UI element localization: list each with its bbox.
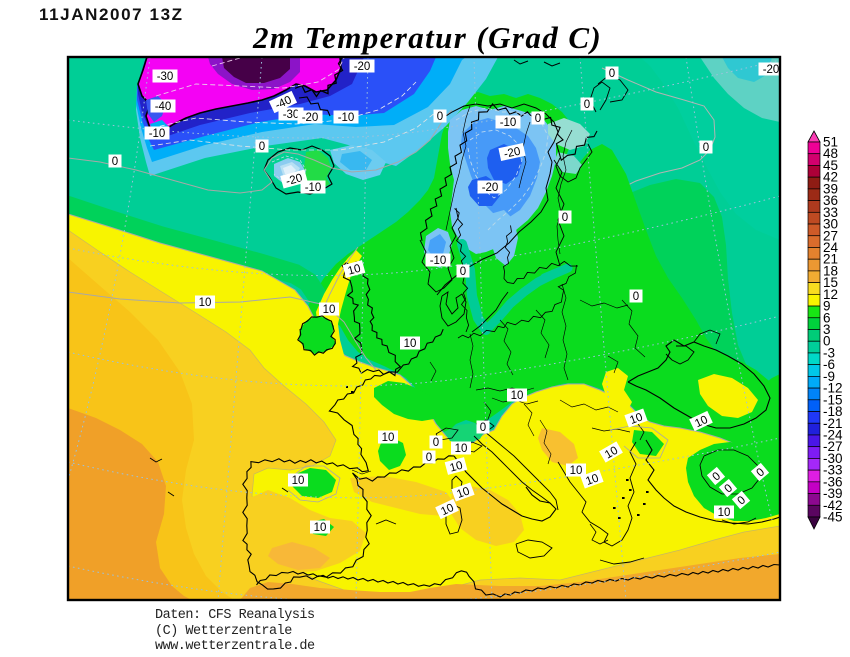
svg-text:-20: -20 <box>763 64 780 76</box>
svg-text:18: 18 <box>823 263 838 278</box>
svg-text:-33: -33 <box>823 463 843 478</box>
svg-text:0: 0 <box>480 422 486 434</box>
svg-text:-10: -10 <box>149 128 166 140</box>
svg-text:10: 10 <box>323 304 336 316</box>
svg-text:-9: -9 <box>823 369 835 384</box>
svg-text:10: 10 <box>382 432 395 444</box>
svg-text:-10: -10 <box>430 255 447 267</box>
svg-text:-20: -20 <box>354 61 371 73</box>
svg-text:-40: -40 <box>155 101 172 113</box>
svg-text:3: 3 <box>823 322 831 337</box>
svg-text:10: 10 <box>404 338 417 350</box>
svg-text:-6: -6 <box>823 357 835 372</box>
svg-text:0: 0 <box>433 437 439 449</box>
svg-text:-39: -39 <box>823 486 843 501</box>
svg-text:51: 51 <box>823 135 838 150</box>
svg-text:-30: -30 <box>283 109 300 121</box>
svg-text:0: 0 <box>460 266 466 278</box>
svg-text:-20: -20 <box>285 172 304 188</box>
svg-text:0: 0 <box>437 111 443 123</box>
svg-text:-20: -20 <box>302 112 319 124</box>
svg-text:27: 27 <box>823 228 838 243</box>
svg-text:0: 0 <box>535 113 541 125</box>
svg-text:42: 42 <box>823 170 838 185</box>
svg-text:0: 0 <box>259 141 265 153</box>
svg-text:-3: -3 <box>823 345 835 360</box>
svg-text:10: 10 <box>570 465 583 477</box>
svg-text:10: 10 <box>439 502 456 518</box>
svg-text:-30: -30 <box>157 71 174 83</box>
svg-text:10: 10 <box>603 445 620 462</box>
svg-text:0: 0 <box>584 99 590 111</box>
svg-text:-42: -42 <box>823 498 843 513</box>
svg-text:0: 0 <box>823 334 831 349</box>
svg-text:39: 39 <box>823 181 838 196</box>
svg-text:-15: -15 <box>823 392 843 407</box>
svg-text:10: 10 <box>584 472 600 488</box>
svg-text:-10: -10 <box>500 117 517 129</box>
svg-text:30: 30 <box>823 217 838 232</box>
svg-text:-10: -10 <box>338 112 355 124</box>
svg-text:0: 0 <box>112 156 118 168</box>
svg-text:-12: -12 <box>823 381 843 396</box>
svg-text:-20: -20 <box>482 182 499 194</box>
svg-text:21: 21 <box>823 252 838 267</box>
svg-text:0: 0 <box>562 212 568 224</box>
svg-text:15: 15 <box>823 275 838 290</box>
svg-text:10: 10 <box>199 297 212 309</box>
svg-text:10: 10 <box>693 414 710 430</box>
svg-text:-36: -36 <box>823 474 843 489</box>
svg-text:36: 36 <box>823 193 838 208</box>
svg-text:0: 0 <box>703 142 709 154</box>
svg-text:24: 24 <box>823 240 839 255</box>
svg-text:0: 0 <box>633 291 639 303</box>
svg-text:10: 10 <box>511 390 524 402</box>
svg-text:10: 10 <box>449 460 464 475</box>
svg-text:-10: -10 <box>305 182 322 194</box>
svg-text:-21: -21 <box>823 416 843 431</box>
svg-text:-27: -27 <box>823 439 843 454</box>
svg-text:0: 0 <box>609 68 615 80</box>
svg-text:6: 6 <box>823 310 831 325</box>
svg-text:48: 48 <box>823 146 838 161</box>
svg-text:12: 12 <box>823 287 838 302</box>
svg-text:33: 33 <box>823 205 838 220</box>
svg-text:45: 45 <box>823 158 838 173</box>
svg-text:10: 10 <box>455 485 471 501</box>
svg-text:0: 0 <box>426 452 432 464</box>
svg-text:10: 10 <box>628 411 644 427</box>
svg-text:-24: -24 <box>823 427 843 442</box>
svg-text:-45: -45 <box>823 510 843 525</box>
svg-text:-30: -30 <box>823 451 843 466</box>
svg-text:-20: -20 <box>503 146 522 161</box>
svg-text:-18: -18 <box>823 404 843 419</box>
svg-text:10: 10 <box>314 522 327 534</box>
svg-text:10: 10 <box>347 263 362 278</box>
svg-text:10: 10 <box>718 507 731 519</box>
svg-text:9: 9 <box>823 299 831 314</box>
svg-text:10: 10 <box>292 475 305 487</box>
svg-text:10: 10 <box>455 443 468 455</box>
